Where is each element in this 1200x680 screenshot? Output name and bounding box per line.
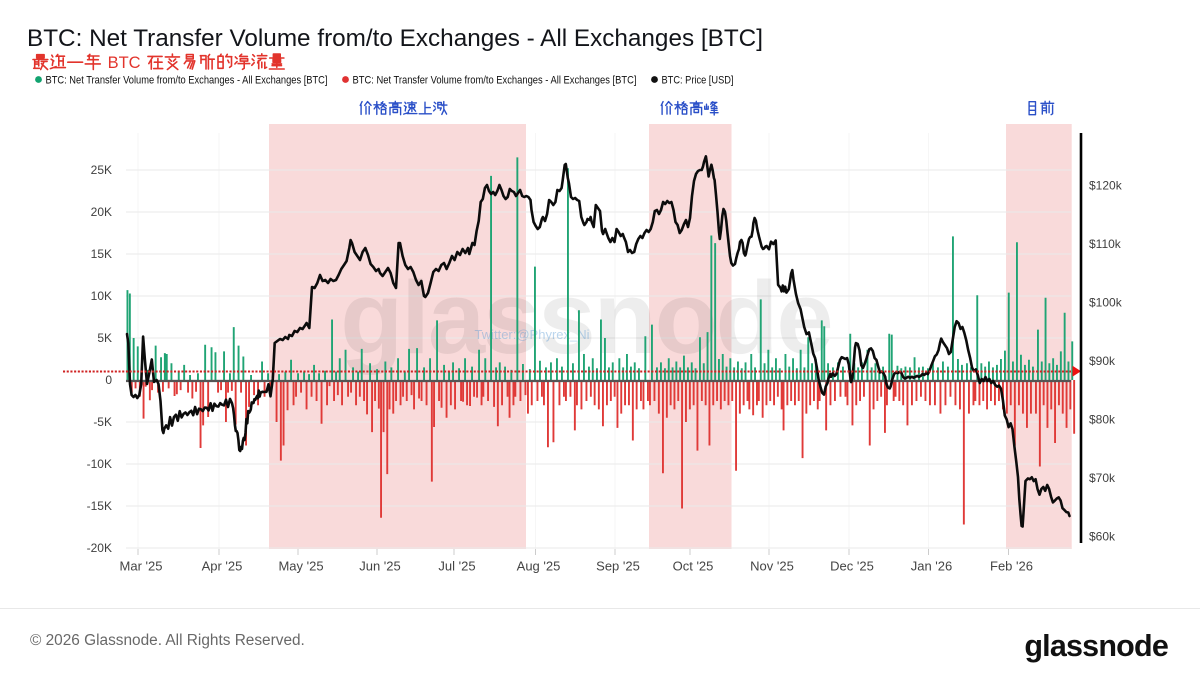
svg-text:15K: 15K — [91, 247, 112, 261]
svg-text:May '25: May '25 — [278, 559, 323, 574]
svg-text:0: 0 — [105, 373, 112, 387]
svg-text:Nov '25: Nov '25 — [750, 559, 794, 574]
svg-text:-15K: -15K — [87, 499, 112, 513]
svg-text:BTC: Net Transfer Volume from/: BTC: Net Transfer Volume from/to Exchang… — [46, 75, 328, 87]
svg-text:Apr '25: Apr '25 — [202, 559, 243, 574]
svg-text:$100k: $100k — [1089, 296, 1123, 310]
svg-text:$70k: $70k — [1089, 471, 1116, 485]
svg-text:BTC: BTC — [108, 54, 141, 72]
svg-text:$110k: $110k — [1089, 237, 1122, 251]
svg-text:Aug '25: Aug '25 — [517, 559, 561, 574]
svg-text:$60k: $60k — [1089, 530, 1116, 544]
svg-text:$80k: $80k — [1089, 413, 1116, 427]
svg-text:$90k: $90k — [1089, 354, 1116, 368]
svg-text:glassnode: glassnode — [1024, 629, 1168, 663]
svg-text:-10K: -10K — [87, 457, 112, 471]
svg-text:-5K: -5K — [93, 415, 112, 429]
svg-text:10K: 10K — [91, 289, 112, 303]
svg-text:$120k: $120k — [1089, 179, 1123, 193]
svg-text:Dec '25: Dec '25 — [830, 559, 874, 574]
svg-text:Mar '25: Mar '25 — [120, 559, 163, 574]
svg-text:BTC: Net Transfer Volume from/: BTC: Net Transfer Volume from/to Exchang… — [353, 75, 637, 87]
svg-text:Feb '26: Feb '26 — [990, 559, 1033, 574]
svg-text:Oct '25: Oct '25 — [673, 559, 714, 574]
svg-text:Jun '25: Jun '25 — [359, 559, 401, 574]
svg-text:25K: 25K — [91, 163, 112, 177]
svg-text:BTC: Net Transfer Volume from/: BTC: Net Transfer Volume from/to Exchang… — [27, 25, 763, 52]
svg-text:© 2026 Glassnode. All Rights R: © 2026 Glassnode. All Rights Reserved. — [30, 632, 305, 649]
svg-text:Twitter:@Phyrex_Ni: Twitter:@Phyrex_Ni — [474, 327, 589, 342]
svg-text:20K: 20K — [91, 205, 112, 219]
svg-text:5K: 5K — [97, 331, 112, 345]
svg-text:Sep '25: Sep '25 — [596, 559, 640, 574]
svg-text:-20K: -20K — [87, 541, 112, 555]
svg-text:Jul '25: Jul '25 — [438, 559, 475, 574]
svg-text:Jan '26: Jan '26 — [911, 559, 953, 574]
svg-text:BTC: Price [USD]: BTC: Price [USD] — [662, 75, 734, 87]
